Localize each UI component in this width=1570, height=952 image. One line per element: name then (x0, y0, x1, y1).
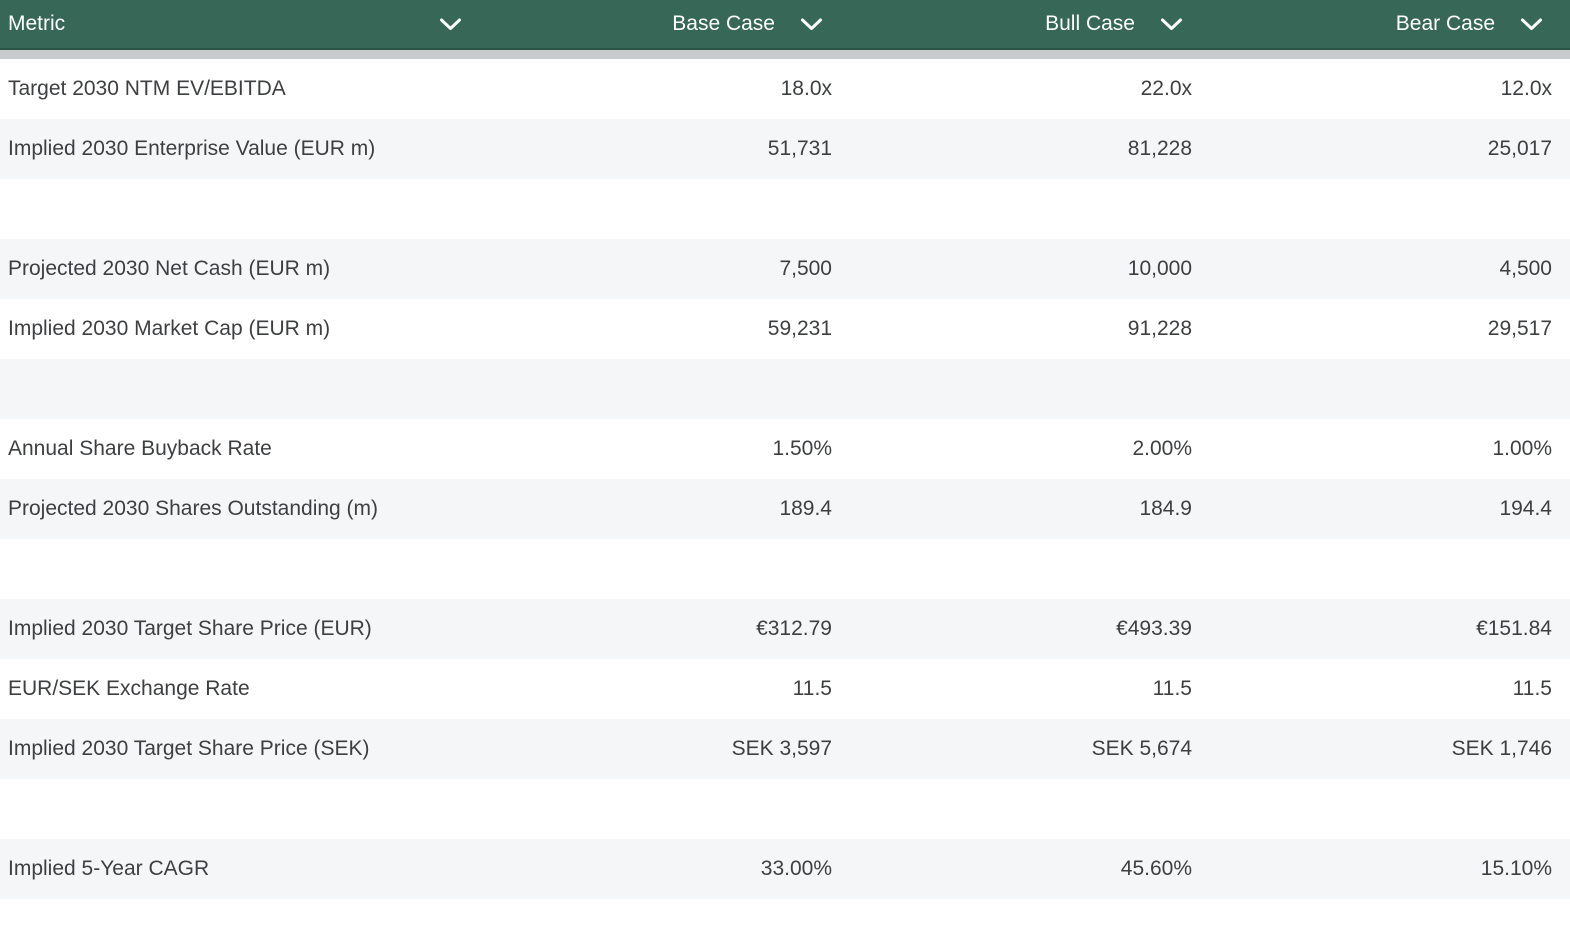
metric-cell: EUR/SEK Exchange Rate (8, 677, 250, 700)
metric-cell: Implied 2030 Target Share Price (SEK) (8, 737, 370, 760)
bull-case-cell (850, 179, 1210, 239)
base-case-cell: 33.00% (760, 857, 832, 880)
base-case-cell: SEK 3,597 (731, 737, 832, 760)
bull-case-cell: 81,228 (1127, 137, 1192, 160)
table-row: Target 2030 NTM EV/EBITDA 18.0x 22.0x 12… (0, 59, 1570, 119)
metric-cell: Annual Share Buyback Rate (8, 437, 272, 460)
metric-cell: Implied 2030 Target Share Price (EUR) (8, 617, 372, 640)
column-header-metric-label: Metric (8, 12, 66, 35)
bull-case-cell: 2.00% (1132, 437, 1192, 460)
bull-case-cell: SEK 5,674 (1091, 737, 1192, 760)
base-case-cell (490, 359, 850, 419)
bear-case-cell (1210, 539, 1570, 599)
column-header-bull-case[interactable]: Bull Case (850, 0, 1210, 48)
bear-case-cell (1210, 779, 1570, 839)
bull-case-cell: 91,228 (1127, 317, 1192, 340)
base-case-cell (490, 539, 850, 599)
table-row (0, 779, 1570, 839)
table-row: Implied 2030 Market Cap (EUR m) 59,231 9… (0, 299, 1570, 359)
bull-case-cell: 184.9 (1139, 497, 1192, 520)
metric-cell: Projected 2030 Shares Outstanding (m) (8, 497, 379, 520)
chevron-down-icon[interactable] (1160, 18, 1183, 31)
column-header-bear-case[interactable]: Bear Case (1210, 0, 1570, 48)
metric-cell: Implied 2030 Enterprise Value (EUR m) (8, 137, 376, 160)
metric-cell: Implied 5-Year CAGR (8, 857, 210, 880)
chevron-down-icon[interactable] (1520, 18, 1543, 31)
bear-case-cell (1210, 179, 1570, 239)
column-header-bull-case-label: Bull Case (1045, 12, 1135, 35)
bull-case-cell (850, 359, 1210, 419)
bull-case-cell: €493.39 (1116, 617, 1192, 640)
base-case-cell: 189.4 (779, 497, 832, 520)
bull-case-cell: 11.5 (1152, 677, 1192, 700)
base-case-cell (490, 779, 850, 839)
bear-case-cell: 4,500 (1499, 257, 1552, 280)
bear-case-cell: 11.5 (1512, 677, 1552, 700)
metric-cell (0, 179, 490, 239)
bear-case-cell (1210, 359, 1570, 419)
bear-case-cell: 12.0x (1500, 77, 1552, 100)
bull-case-cell: 22.0x (1140, 77, 1192, 100)
table-row (0, 179, 1570, 239)
base-case-cell: 18.0x (780, 77, 832, 100)
metric-cell: Target 2030 NTM EV/EBITDA (8, 77, 286, 100)
bear-case-cell: SEK 1,746 (1451, 737, 1552, 760)
metric-cell (0, 899, 490, 952)
bear-case-cell: 29,517 (1487, 317, 1552, 340)
column-header-metric[interactable]: Metric (0, 0, 490, 48)
column-header-base-case[interactable]: Base Case (490, 0, 850, 48)
table-row: Projected 2030 Net Cash (EUR m) 7,500 10… (0, 239, 1570, 299)
table-row: Projected 2030 Shares Outstanding (m) 18… (0, 479, 1570, 539)
bull-case-cell (850, 539, 1210, 599)
metric-cell (0, 359, 490, 419)
base-case-cell: 59,231 (767, 317, 832, 340)
table-row (0, 539, 1570, 599)
table-body: Target 2030 NTM EV/EBITDA 18.0x 22.0x 12… (0, 59, 1570, 952)
table-row (0, 359, 1570, 419)
bear-case-cell: 194.4 (1499, 497, 1552, 520)
bear-case-cell: 1.00% (1492, 437, 1552, 460)
table-row: Implied 2030 Target Share Price (SEK) SE… (0, 719, 1570, 779)
bear-case-cell: 25,017 (1487, 137, 1552, 160)
base-case-cell: 1.50% (772, 437, 832, 460)
metric-cell (0, 779, 490, 839)
metric-cell: Projected 2030 Net Cash (EUR m) (8, 257, 331, 280)
base-case-cell: 7,500 (779, 257, 832, 280)
base-case-cell: 11.5 (792, 677, 832, 700)
table-row: Implied 2030 Target Share Price (EUR) €3… (0, 599, 1570, 659)
chevron-down-icon[interactable] (800, 18, 823, 31)
bull-case-cell (850, 899, 1210, 952)
bull-case-cell (850, 779, 1210, 839)
table-row: Implied 2030 Enterprise Value (EUR m) 51… (0, 119, 1570, 179)
chevron-down-icon[interactable] (439, 18, 462, 31)
column-header-base-case-label: Base Case (672, 12, 775, 35)
table-row: Annual Share Buyback Rate 1.50% 2.00% 1.… (0, 419, 1570, 479)
bear-case-cell: 15.10% (1480, 857, 1552, 880)
metric-cell: Implied 2030 Market Cap (EUR m) (8, 317, 331, 340)
table-row: Implied 5-Year CAGR 33.00% 45.60% 15.10% (0, 839, 1570, 899)
metric-cell (0, 539, 490, 599)
column-header-bear-case-label: Bear Case (1395, 12, 1495, 35)
base-case-cell: €312.79 (756, 617, 832, 640)
header-shadow-strip (0, 50, 1570, 59)
table-row: EUR/SEK Exchange Rate 11.5 11.5 11.5 (0, 659, 1570, 719)
bear-case-cell: €151.84 (1476, 617, 1552, 640)
bull-case-cell: 45.60% (1120, 857, 1192, 880)
base-case-cell (490, 899, 850, 952)
base-case-cell (490, 179, 850, 239)
table-row (0, 899, 1570, 952)
header-row: Metric Base Case Bull Case Bear Case (0, 0, 1570, 50)
base-case-cell: 51,731 (767, 137, 832, 160)
bear-case-cell (1210, 899, 1570, 952)
bull-case-cell: 10,000 (1127, 257, 1192, 280)
